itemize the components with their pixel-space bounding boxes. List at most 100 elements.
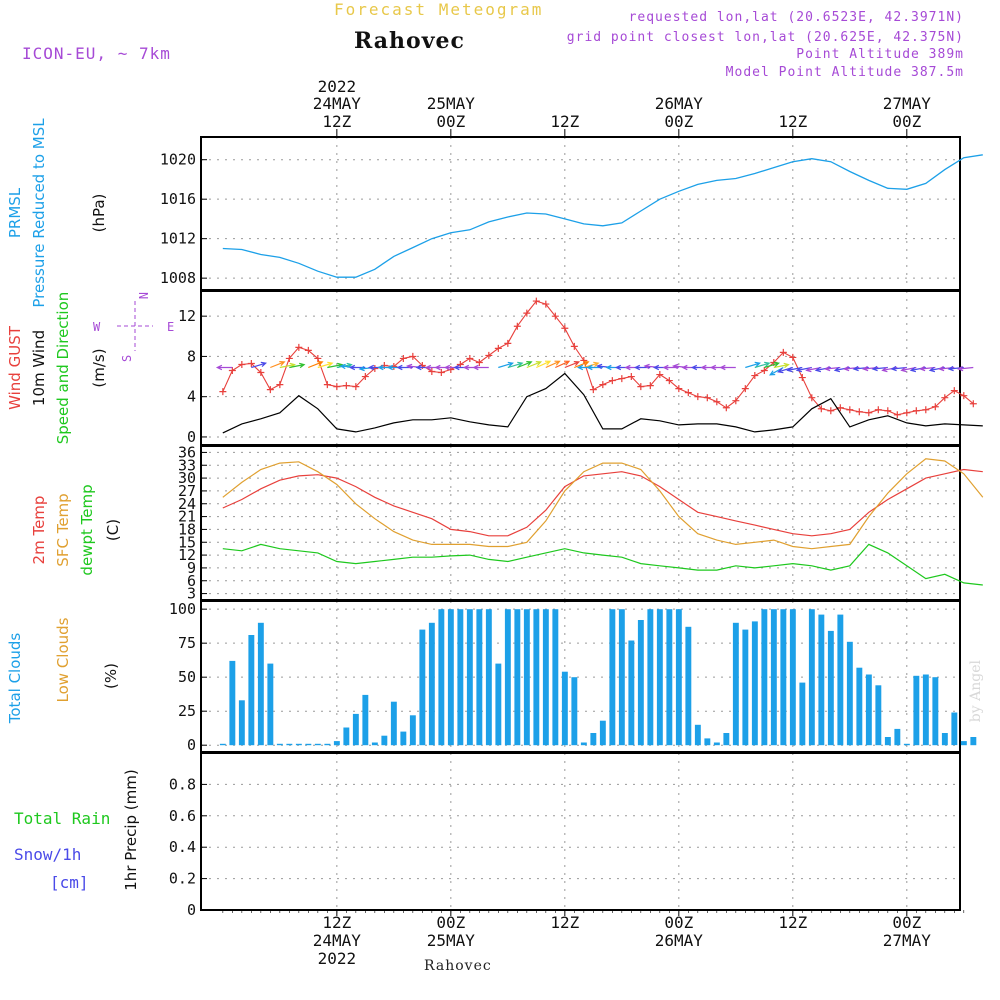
cloud-bar <box>799 682 806 746</box>
y-tick-label: 3 <box>187 585 196 603</box>
wind-direction-arrow <box>251 361 268 369</box>
y-tick-label: 21 <box>178 508 196 526</box>
cloud-bar <box>305 743 312 746</box>
x-bottom-hour: 00Z <box>892 913 921 932</box>
y-tick-label: 0.6 <box>169 807 196 825</box>
wind-direction-arrow <box>270 361 286 369</box>
gust-marker <box>808 394 816 402</box>
cloud-bar <box>922 674 929 746</box>
cloud-bar <box>960 741 967 746</box>
y-tick-label: 0 <box>187 736 196 754</box>
cloud-bar <box>438 609 445 746</box>
y-tick-label: 33 <box>178 456 196 474</box>
snow-unit-label: [cm] <box>50 873 89 892</box>
cloud-bar <box>590 733 597 746</box>
gust-marker <box>456 360 464 368</box>
panel-frame <box>200 752 961 911</box>
cloud-bar <box>257 622 264 746</box>
cloud-bar <box>856 667 863 746</box>
cloud-bar <box>609 609 616 746</box>
cloud-bar <box>818 614 825 746</box>
cloud-bar <box>656 609 663 746</box>
cloud-bar <box>542 609 549 746</box>
cloud-bar <box>504 609 511 746</box>
temp-2m-label: 2m Temp <box>30 496 48 565</box>
gust-line <box>222 300 974 416</box>
y-tick-label: 0 <box>187 428 196 446</box>
gust-marker <box>789 353 797 361</box>
y-tick-label: 12 <box>178 546 196 564</box>
gust-marker <box>580 356 588 364</box>
gust-marker <box>694 393 702 401</box>
gust-marker <box>675 385 683 393</box>
gust-marker <box>941 394 949 402</box>
cloud-bar <box>846 641 853 746</box>
gust-marker <box>798 374 806 382</box>
wind-direction-arrow <box>814 366 831 373</box>
x-top-date: 24MAY <box>313 94 362 113</box>
wind-direction-arrow <box>719 364 736 371</box>
wind-direction-arrow <box>289 362 306 369</box>
gust-marker <box>219 388 227 396</box>
panel-frame <box>200 445 961 601</box>
gust-marker <box>333 383 341 391</box>
cloud-bar <box>932 677 939 746</box>
cloud-bar <box>390 701 397 746</box>
gust-marker <box>722 404 730 412</box>
gust-marker <box>409 352 417 360</box>
gust-marker <box>428 368 436 376</box>
gust-marker <box>257 369 265 377</box>
cloud-bar <box>903 743 910 746</box>
wind-direction-arrow <box>215 364 233 371</box>
cloud-bar <box>685 626 692 746</box>
cloud-bar <box>761 609 768 746</box>
gust-marker <box>836 404 844 412</box>
cloud-bar <box>333 741 340 746</box>
pressure-line <box>222 154 983 278</box>
gust-marker <box>713 398 721 406</box>
cloud-bar <box>571 677 578 746</box>
cloud-bar <box>742 629 749 746</box>
gust-marker <box>969 400 977 408</box>
cloud-bar <box>637 620 644 746</box>
gust-marker <box>276 381 284 389</box>
temp-unit: (C) <box>104 519 122 541</box>
y-tick-label: 1016 <box>160 190 196 208</box>
cloud-bar <box>229 660 236 746</box>
x-top-hour: 00Z <box>436 112 465 131</box>
cloud-bar <box>884 737 891 746</box>
cloud-bar <box>618 609 625 746</box>
gust-marker <box>494 344 502 352</box>
gust-marker <box>893 411 901 419</box>
cloud-bar <box>295 743 302 746</box>
x-bottom-year: 2022 <box>318 949 357 968</box>
gust-marker <box>741 385 749 393</box>
gust-marker <box>665 377 673 385</box>
gust-marker <box>304 346 312 354</box>
cloud-bar <box>238 700 245 746</box>
x-bottom-hour: 12Z <box>322 913 351 932</box>
wind-line <box>222 372 983 434</box>
gust-marker <box>504 339 512 347</box>
gust-marker <box>437 369 445 377</box>
cloud-bar <box>457 609 464 746</box>
gust-marker <box>247 359 255 367</box>
x-top-date: 27MAY <box>883 94 932 113</box>
x-bottom-hour: 12Z <box>550 913 579 932</box>
pressure-unit: (hPa) <box>90 194 108 233</box>
wind-direction-arrow <box>308 361 324 369</box>
gust-marker <box>266 386 274 394</box>
cloud-bar <box>419 629 426 746</box>
y-tick-label: 24 <box>178 495 196 513</box>
gust-marker <box>656 371 664 379</box>
wind-direction-arrow <box>564 361 581 369</box>
gust-marker <box>323 381 331 389</box>
y-tick-label: 1020 <box>160 151 196 169</box>
gust-marker <box>523 309 531 317</box>
wind-direction-arrow <box>574 361 590 369</box>
gust-marker <box>846 406 854 414</box>
cloud-bar <box>599 720 606 746</box>
cloud-bar <box>362 694 369 746</box>
y-tick-label: 0 <box>187 901 196 919</box>
wind-direction-arrow <box>881 366 898 373</box>
